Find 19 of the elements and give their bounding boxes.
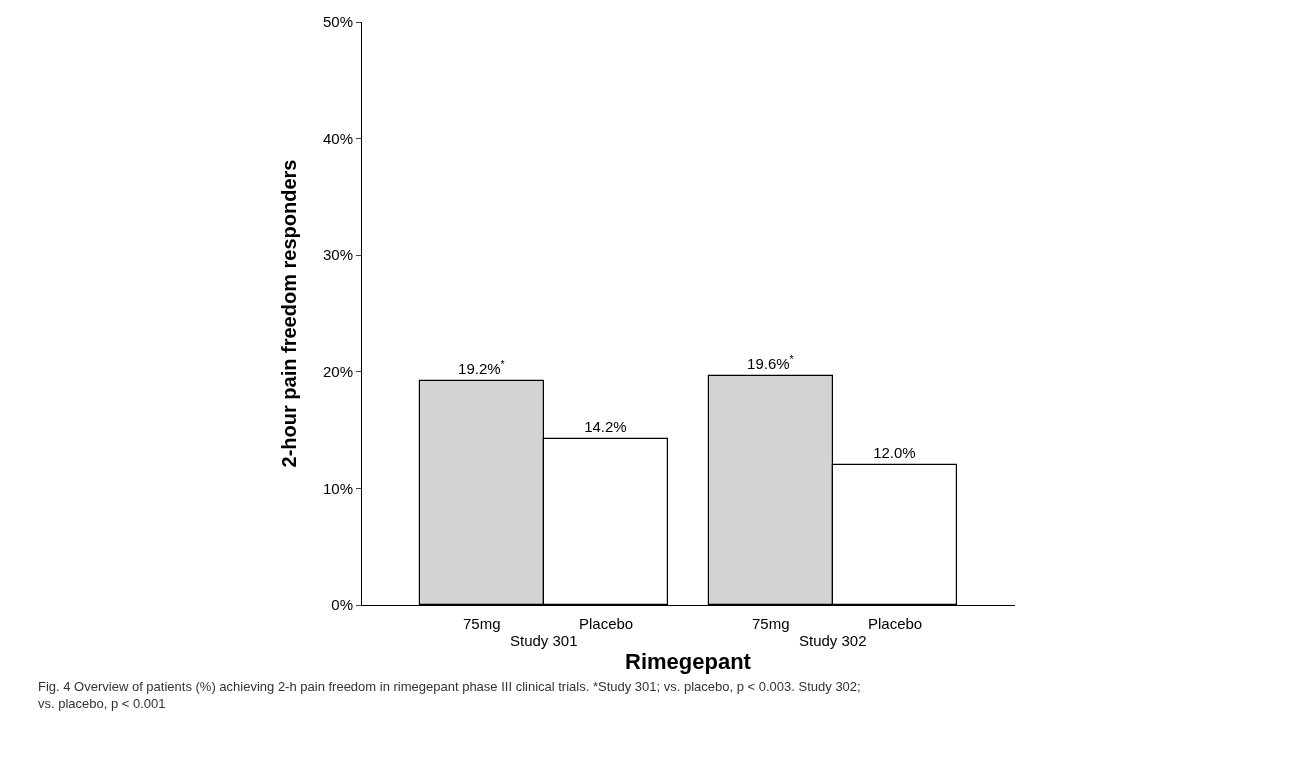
text: 75mg	[752, 615, 790, 632]
series-label: Placebo	[579, 615, 634, 632]
y-axis-title: 2-hour pain freedom responders	[278, 159, 301, 468]
text: Placebo	[868, 615, 923, 632]
y-tick-label: 10%	[322, 479, 353, 497]
y-tick-label: 20%	[322, 363, 353, 381]
data-label: 19.2%$^{*}$	[458, 358, 505, 378]
y-tick-label: 50%	[322, 13, 353, 31]
y-tick-label: 0%	[331, 596, 353, 614]
y-tick-label: 30%	[322, 246, 353, 264]
y-tick-label: 40%	[322, 129, 353, 147]
caption: Fig. 4 Overview of patients (%) achieving 2-h pain freedom in rimegepant phase III clinical trials. *Study 301; vs. placebo, p < 0.003. Study 302; vs. placebo, p < 0.001	[38, 679, 861, 711]
x-axis-title: Rimegepant	[625, 649, 752, 674]
x-tick-label: Study 301	[510, 632, 578, 649]
data-label: 19.6%$^{*}$	[747, 353, 794, 373]
x-tick-label: Study 302	[799, 632, 867, 649]
series-label: 75mg	[463, 615, 501, 632]
data-label: 12.0%	[873, 444, 916, 462]
data-label: 14.2%	[584, 418, 627, 436]
